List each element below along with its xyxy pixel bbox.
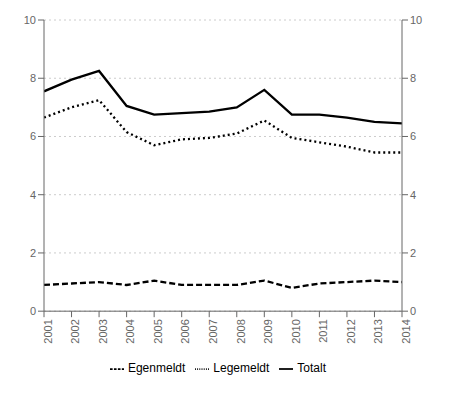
svg-text:2: 2 [30,247,36,259]
svg-text:4: 4 [410,189,416,201]
html-text:Totalt: Totalt [297,361,326,376]
svg-text:2005: 2005 [152,319,164,343]
svg-text:2010: 2010 [290,319,302,343]
svg-text:2001: 2001 [42,319,54,343]
html-text:Egenmeldt: Egenmeldt [127,361,186,376]
svg-text:8: 8 [30,72,36,84]
svg-text:2003: 2003 [97,319,109,343]
svg-text:10: 10 [24,14,36,26]
html-text:Legemeldt: Legemeldt [213,361,270,376]
svg-text:2012: 2012 [345,319,357,343]
svg-text:8: 8 [410,72,416,84]
svg-text:4: 4 [30,189,36,201]
svg-text:2013: 2013 [372,319,384,343]
svg-text:2: 2 [410,247,416,259]
svg-text:10: 10 [410,14,422,26]
svg-text:6: 6 [410,130,416,142]
svg-text:2011: 2011 [317,319,329,343]
svg-text:2014: 2014 [400,319,412,343]
svg-text:2008: 2008 [235,319,247,343]
svg-text:0: 0 [30,305,36,317]
svg-text:2009: 2009 [262,319,274,343]
svg-text:6: 6 [30,130,36,142]
svg-text:2002: 2002 [69,319,81,343]
svg-text:0: 0 [410,305,416,317]
svg-text:2006: 2006 [180,319,192,343]
svg-text:2004: 2004 [124,319,136,343]
svg-text:2007: 2007 [207,319,219,343]
